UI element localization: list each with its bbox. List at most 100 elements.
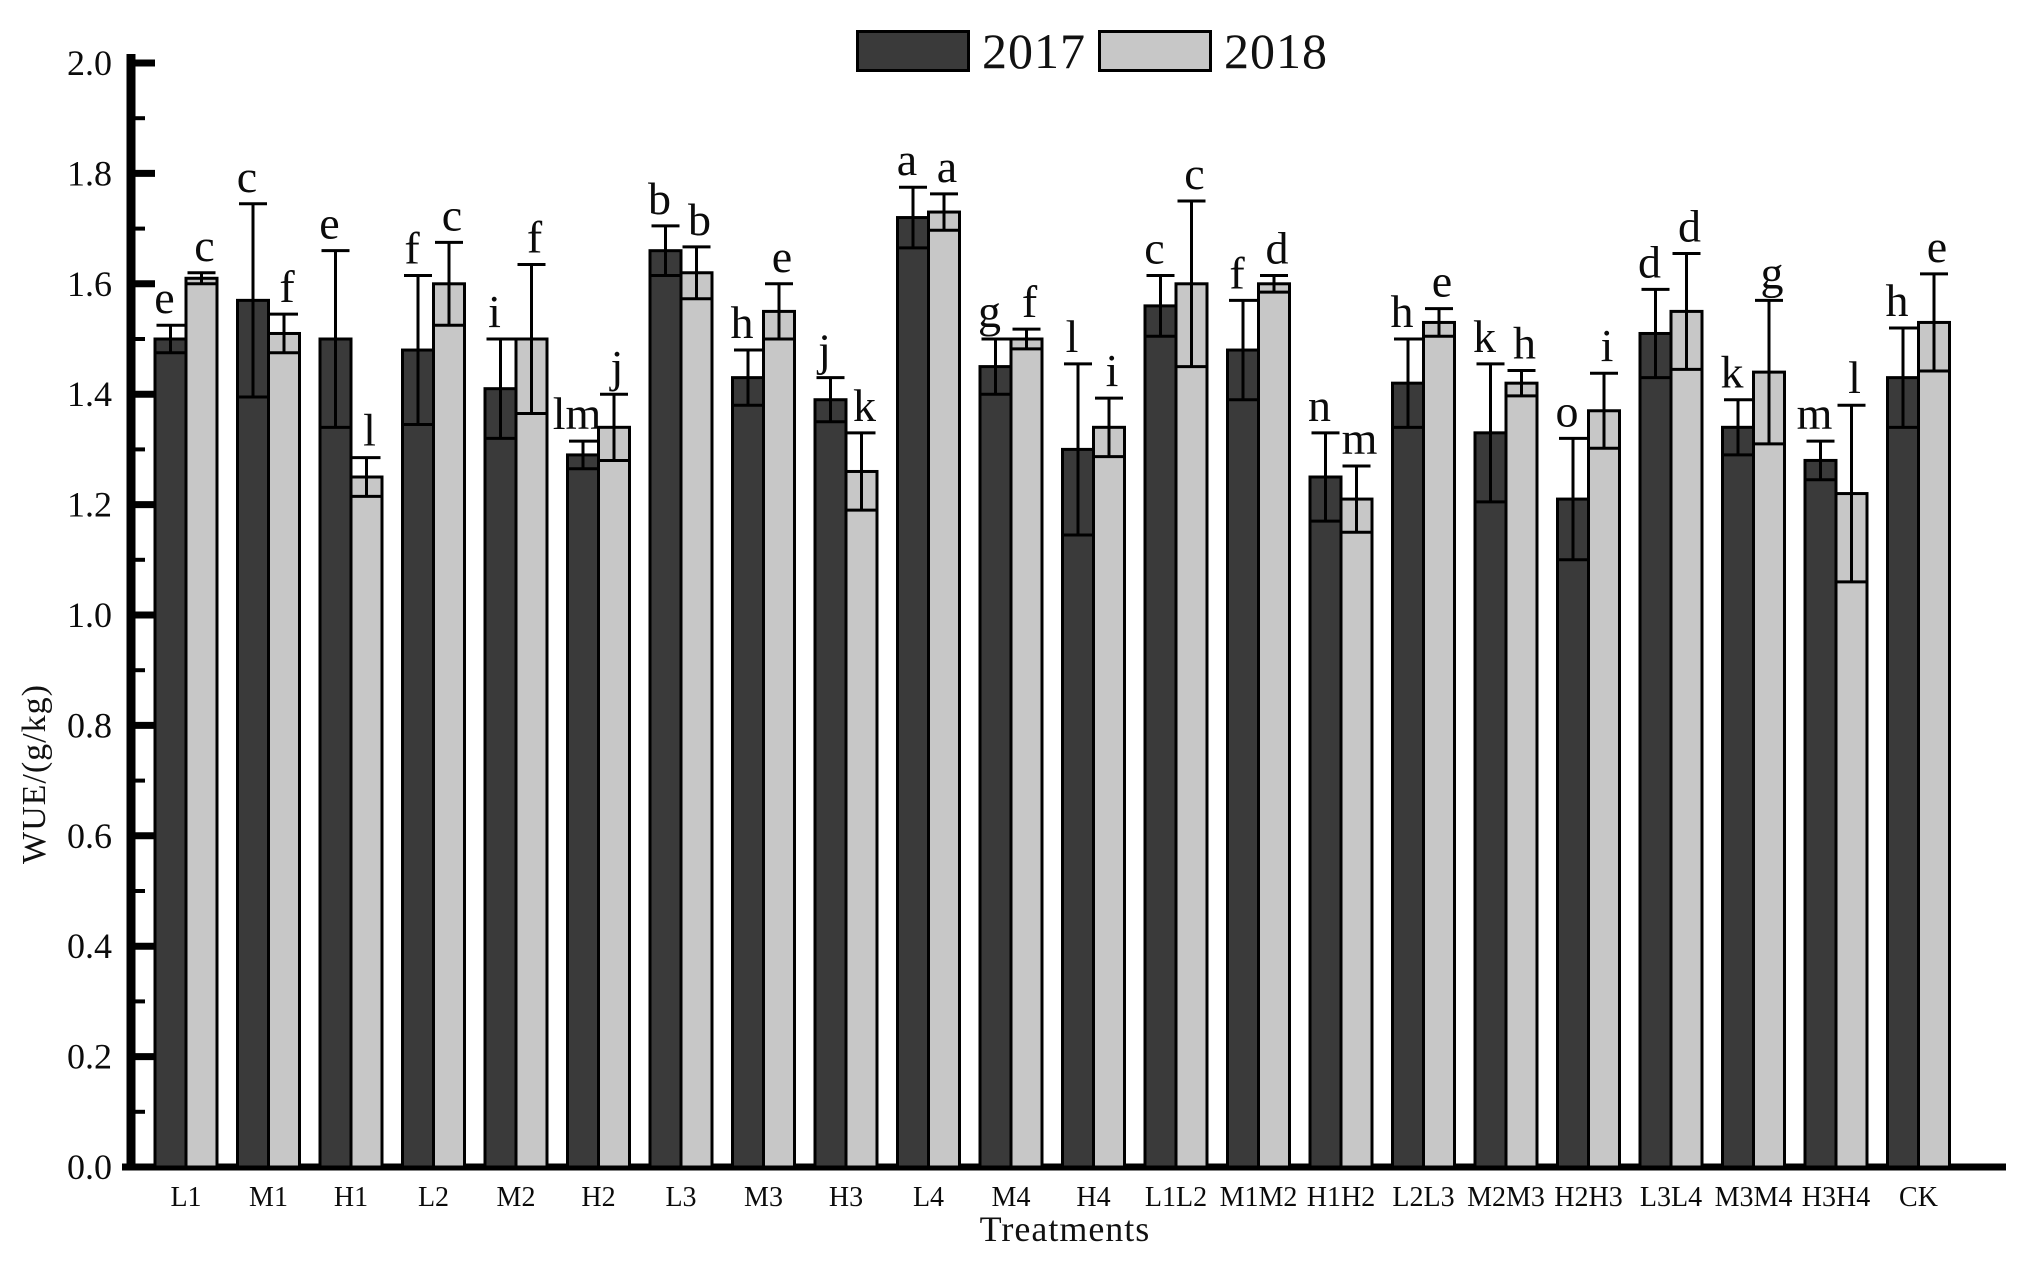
sig-letter-2018-H2: j [609, 341, 624, 392]
bar-2017-H3H4 [1803, 458, 1838, 1169]
sig-letter-2018-L2L3: e [1432, 256, 1452, 307]
sig-letter-2017-M1M2: f [1229, 247, 1245, 298]
bar-2017-H1 [318, 337, 353, 1169]
y-tick-label: 0.2 [67, 1037, 112, 1077]
sig-letter-2017-L1L2: c [1144, 223, 1164, 274]
sig-letter-2017-M3: h [731, 297, 754, 348]
x-tick-label: L2L3 [1392, 1182, 1454, 1213]
bar-2018-M3 [762, 309, 796, 1169]
bar-2017-L4 [896, 216, 930, 1169]
bar-2018-L1 [184, 276, 219, 1169]
bar-2017-M2M3 [1473, 431, 1508, 1169]
bar-2018-L2 [432, 282, 466, 1169]
sig-letter-2017-L2: f [404, 223, 420, 274]
y-tick-label: 2.0 [67, 43, 112, 83]
x-tick-label: L1 [170, 1182, 201, 1213]
sig-letter-2018-H3H4: l [1848, 352, 1861, 403]
x-tick-label: M3 [744, 1182, 783, 1213]
sig-letter-2018-M3: e [772, 231, 792, 282]
x-tick-label: H2H3 [1554, 1182, 1622, 1213]
bar-2018-H1 [349, 475, 384, 1169]
bar-2018-M2M3 [1504, 381, 1539, 1169]
bar-2018-L3L4 [1669, 309, 1704, 1169]
bar-2018-M3M4 [1752, 370, 1786, 1169]
bar-2017-H2 [566, 453, 600, 1169]
sig-letter-2018-H1H2: m [1342, 413, 1378, 464]
bar-2018-H4 [1092, 425, 1126, 1169]
bar-2017-M1 [236, 298, 270, 1169]
x-tick-label: L4 [913, 1182, 944, 1213]
bar-2017-M2 [483, 387, 518, 1169]
sig-letter-2017-H3: j [816, 325, 831, 376]
y-tick-label: 0.8 [67, 705, 112, 745]
sig-letter-2017-M4: g [978, 286, 1001, 337]
sig-letter-2018-L1L2: c [1184, 148, 1204, 199]
x-tick-label: H1H2 [1307, 1182, 1375, 1213]
sig-letter-2018-M1M2: d [1266, 223, 1289, 274]
bar-2017-H1H2 [1308, 475, 1343, 1169]
bar-2018-H3 [844, 469, 879, 1169]
bar-2018-H2H3 [1587, 409, 1621, 1169]
y-tick-label: 0.0 [67, 1147, 112, 1187]
sig-letter-2018-M3M4: g [1761, 247, 1784, 298]
y-tick-label: 1.4 [67, 374, 112, 414]
bar-2018-H3H4 [1834, 492, 1869, 1169]
y-tick-label: 1.8 [67, 153, 112, 193]
legend: 2017 2018 [856, 23, 1340, 79]
x-tick-label: L1L2 [1145, 1182, 1207, 1213]
x-tick-label: H2 [581, 1182, 615, 1213]
bar-2018-M1M2 [1257, 282, 1291, 1169]
sig-letter-2017-L4: a [897, 134, 917, 185]
x-tick-label: L3 [665, 1182, 696, 1213]
sig-letter-2017-M2M3: k [1473, 311, 1496, 362]
y-tick-label: 1.0 [67, 595, 112, 635]
y-tick-label: 0.4 [67, 926, 112, 966]
sig-letter-2017-M3M4: k [1721, 347, 1744, 398]
sig-letter-2018-M1: f [279, 261, 295, 312]
sig-letter-2018-L3: b [688, 194, 711, 245]
bar-2018-L1L2 [1174, 282, 1209, 1169]
bar-2017-L3 [648, 249, 683, 1169]
legend-swatch-2018 [1098, 30, 1212, 72]
sig-letter-2018-M2: f [527, 211, 543, 262]
sig-letter-2017-H4: l [1066, 311, 1079, 362]
x-tick-label: H3 [829, 1182, 863, 1213]
y-axis-title: WUE/(g/kg) [16, 684, 53, 864]
bar-2018-M1 [267, 331, 301, 1169]
x-tick-label: L3L4 [1640, 1182, 1702, 1213]
y-tick-label: 0.6 [67, 816, 112, 856]
legend-swatch-2017 [856, 30, 970, 72]
bar-2017-M3M4 [1721, 425, 1755, 1169]
sig-letter-2017-H2: lm [553, 388, 602, 439]
sig-letter-2017-L2L3: h [1391, 286, 1414, 337]
legend-label-2018: 2018 [1224, 23, 1328, 79]
bar-2017-H4 [1061, 447, 1095, 1169]
sig-letter-2018-L1: c [194, 220, 214, 271]
sig-letter-2018-CK: e [1927, 221, 1947, 272]
bar-2017-M4 [978, 365, 1013, 1169]
bar-2017-L2 [401, 348, 435, 1169]
y-tick-label: 1.6 [67, 264, 112, 304]
bar-2017-CK [1886, 376, 1920, 1169]
bar-2017-L1L2 [1143, 304, 1178, 1169]
x-tick-label: L2 [418, 1182, 449, 1213]
bar-2018-H2 [597, 425, 631, 1169]
sig-letter-2018-M4: f [1022, 276, 1038, 327]
sig-letter-2017-M2: i [488, 286, 501, 337]
x-tick-label: CK [1899, 1182, 1938, 1213]
bar-2017-L2L3 [1391, 381, 1425, 1169]
bar-2018-L4 [927, 210, 961, 1169]
sig-letter-2017-M1: c [237, 151, 257, 202]
bar-2018-M4 [1009, 337, 1044, 1169]
x-axis-title: Treatments [979, 1209, 1151, 1249]
sig-letter-2018-H2H3: i [1601, 320, 1614, 371]
x-tick-label: H3H4 [1802, 1182, 1870, 1213]
sig-letter-2018-H1: l [363, 405, 376, 456]
sig-letter-2018-L2: c [442, 189, 462, 240]
x-tick-label: M3M4 [1715, 1182, 1793, 1213]
sig-letter-2018-L4: a [937, 141, 957, 192]
sig-letter-2018-L3L4: d [1678, 200, 1701, 251]
x-tick-label: M1M2 [1220, 1182, 1298, 1213]
